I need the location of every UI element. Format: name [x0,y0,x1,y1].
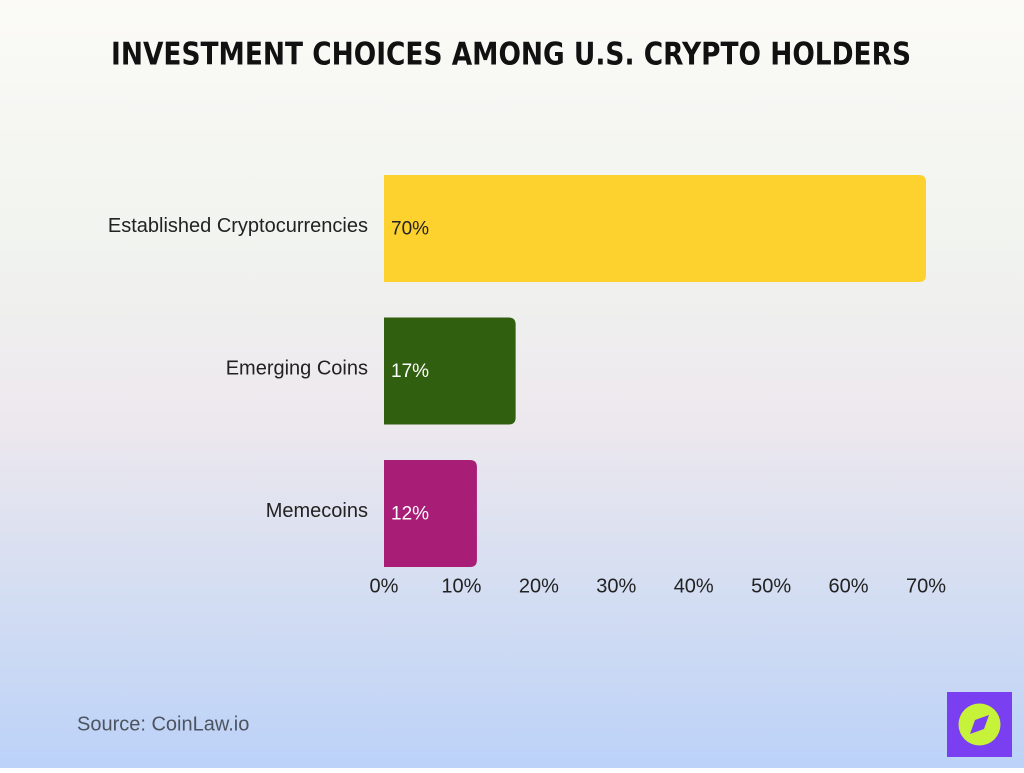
logo [947,692,1012,757]
bar [384,460,477,567]
value-label: 70% [391,219,429,240]
category-label: Emerging Coins [226,357,368,379]
chart-title: Investment Choices Among U.S. Crypto Hol… [111,37,911,73]
bar [384,175,926,282]
bar [384,317,516,425]
x-tick-label: 60% [829,575,869,597]
source: Source: CoinLaw.io [77,713,249,735]
value-label: 17% [391,361,429,382]
value-label: 12% [391,504,429,525]
x-tick-label: 30% [596,575,636,597]
x-tick-label: 0% [370,575,399,597]
x-tick-label: 70% [906,575,946,597]
x-tick-label: 10% [441,575,481,597]
category-label: Established Cryptocurrencies [108,215,368,237]
x-tick-label: 40% [674,575,714,597]
category-label: Memecoins [266,500,368,522]
x-tick-label: 50% [751,575,791,597]
x-tick-label: 20% [519,575,559,597]
